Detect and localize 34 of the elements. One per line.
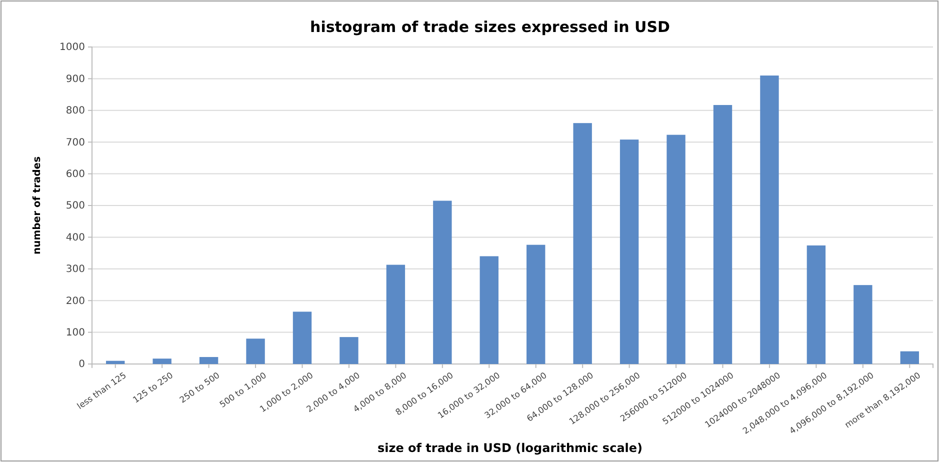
bar [573,123,592,364]
bar [526,244,546,364]
bar [760,76,779,364]
y-tick-label: 300 [66,264,85,276]
y-tick-label: 0 [78,359,85,370]
y-tick-label: 1000 [60,42,85,54]
bar [806,245,826,364]
x-tick-label: 125 to 250 [131,370,176,406]
bar [713,105,732,364]
y-tick-label: 400 [66,232,85,244]
bar [340,337,358,364]
y-tick-label: 800 [66,106,85,117]
bar [292,312,312,364]
bar [246,338,265,364]
x-tick-label: less than 125 [76,370,129,412]
y-tick-label: 900 [66,74,85,85]
y-tick-label: 600 [66,169,85,180]
y-axis-title: number of trades [32,156,43,255]
chart-title: histogram of trade sizes expressed in USD [310,18,670,36]
bar [152,358,172,364]
y-tick-label: 700 [66,137,85,148]
bar [620,140,639,364]
bar [854,285,872,364]
bar [386,264,406,364]
bar [900,351,919,364]
bar [199,357,218,364]
y-tick-label: 100 [66,328,85,338]
bar [433,200,452,364]
x-axis-title: size of trade in USD (logarithmic scale) [377,441,643,455]
bar [480,256,498,364]
bar [106,360,125,364]
bar [666,134,686,364]
y-tick-label: 200 [66,296,85,307]
y-tick-label: 500 [66,200,85,212]
